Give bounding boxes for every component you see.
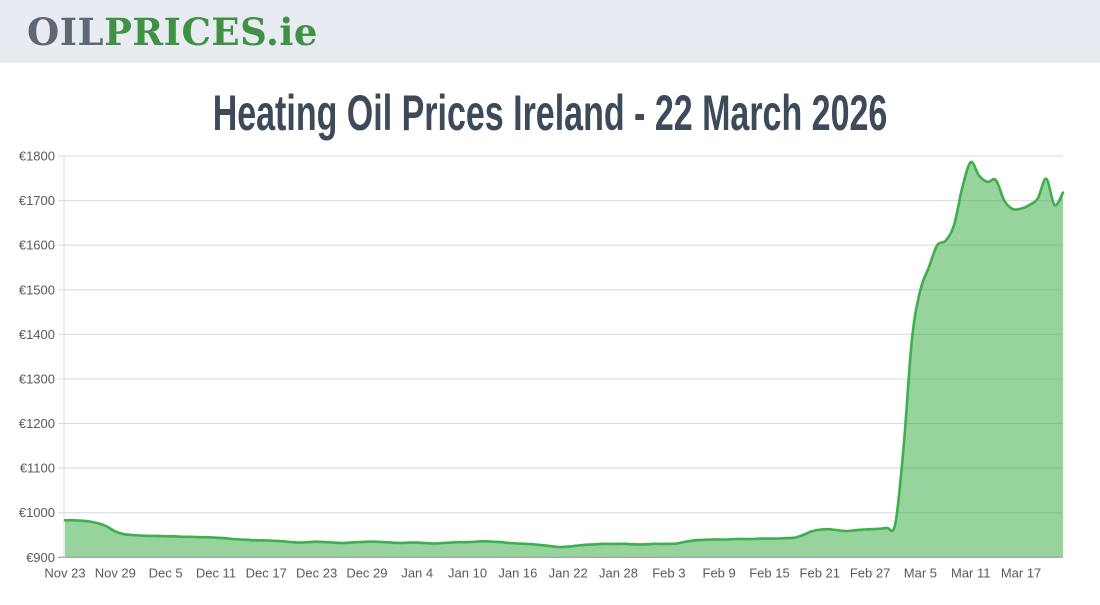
x-axis-label: Feb 27 bbox=[850, 565, 890, 580]
x-axis-label: Dec 23 bbox=[296, 565, 337, 580]
page-title: Heating Oil Prices Ireland - 22 March 20… bbox=[212, 85, 888, 141]
logo-text-prices: PRICES bbox=[104, 9, 266, 54]
x-axis-label: Feb 9 bbox=[703, 565, 736, 580]
y-axis-label: €1300 bbox=[19, 371, 55, 386]
x-axis-label: Mar 5 bbox=[904, 565, 937, 580]
x-axis-label: Feb 3 bbox=[652, 565, 685, 580]
logo-text-oil: OIL bbox=[27, 9, 105, 54]
x-axis-label: Dec 11 bbox=[196, 565, 236, 580]
x-axis-label: Jan 10 bbox=[448, 565, 487, 580]
site-logo[interactable]: OILPRICES.ie bbox=[27, 10, 318, 54]
x-axis-label: Jan 16 bbox=[498, 565, 537, 580]
price-line bbox=[63, 160, 1065, 549]
x-axis-label: Mar 11 bbox=[951, 565, 991, 580]
y-axis-label: €1000 bbox=[19, 505, 55, 520]
x-axis-label: Jan 4 bbox=[401, 565, 433, 580]
logo-text-ie: .ie bbox=[266, 9, 318, 54]
x-axis-label: Nov 23 bbox=[44, 565, 85, 580]
x-axis-label: Dec 17 bbox=[246, 565, 287, 580]
x-axis-label: Dec 29 bbox=[346, 565, 387, 580]
x-axis-label: Jan 22 bbox=[549, 565, 588, 580]
price-chart-svg: €900 €1000 €1100 €1200 €1300 €1400 €1500 €1600 €… bbox=[19, 149, 1065, 580]
x-axis-label: Jan 28 bbox=[599, 565, 638, 580]
y-axis-label: €1400 bbox=[19, 327, 55, 342]
x-axis-label: Dec 5 bbox=[149, 565, 183, 580]
heating-oil-price-chart: €900 €1000 €1100 €1200 €1300 €1400 €1500 €1600 €… bbox=[0, 140, 1100, 600]
y-axis-label: €1600 bbox=[19, 238, 55, 253]
y-axis-label: €1500 bbox=[19, 282, 55, 297]
y-axis-label: €1200 bbox=[19, 416, 55, 431]
x-axis-label: Mar 17 bbox=[1001, 565, 1041, 580]
x-axis-label: Nov 29 bbox=[95, 565, 136, 580]
y-axis-label: €1700 bbox=[19, 193, 55, 208]
x-axis-label: Feb 21 bbox=[800, 565, 840, 580]
y-axis-label: €1100 bbox=[20, 461, 55, 476]
x-axis-label: Feb 15 bbox=[749, 565, 789, 580]
y-axis-label: €900 bbox=[26, 550, 55, 565]
price-area-series[interactable] bbox=[65, 161, 1063, 558]
site-header: OILPRICES.ie bbox=[0, 0, 1100, 63]
y-axis-label: €1800 bbox=[19, 149, 55, 164]
